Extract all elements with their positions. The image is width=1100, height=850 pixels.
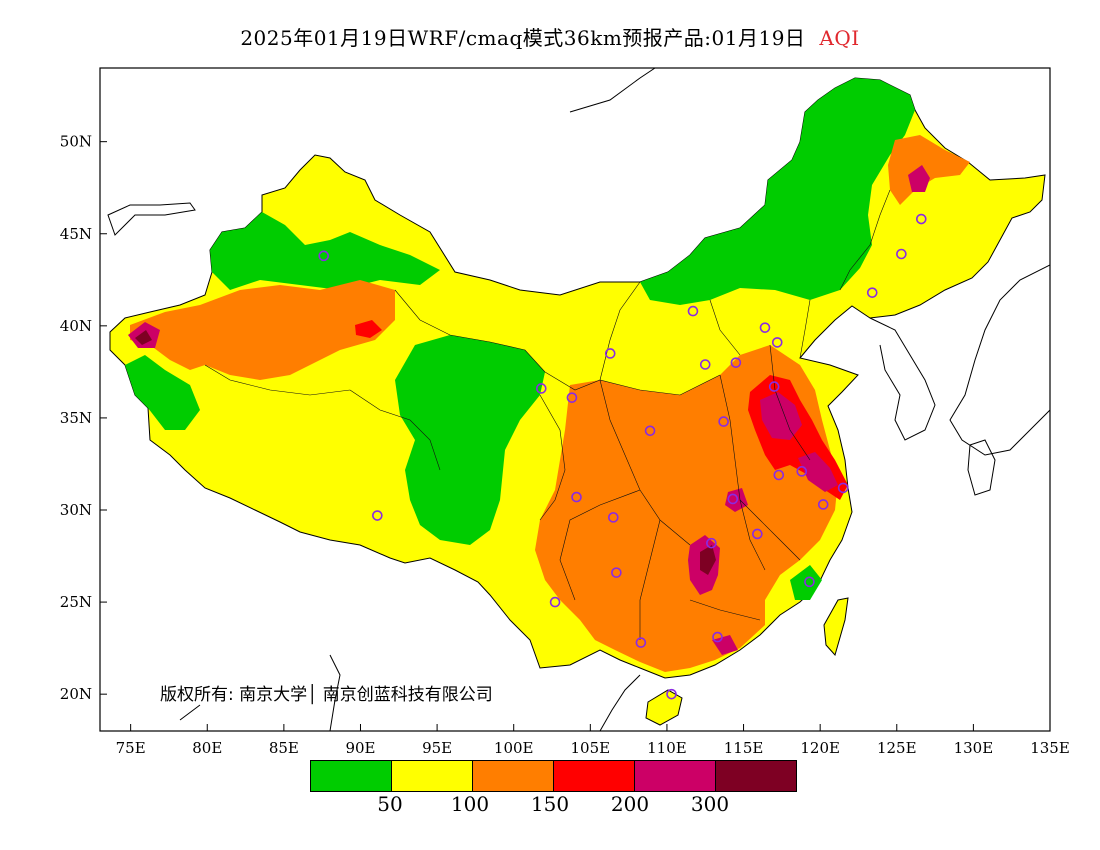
station-marker [666,688,677,700]
station-marker [773,469,785,481]
station-marker [718,416,729,427]
station-marker [896,248,907,260]
y-tick-label: 40N [60,317,92,335]
y-tick-label: 50N [60,133,92,151]
station-marker [804,576,815,588]
map-frame [99,67,1051,732]
station-marker [372,510,383,521]
x-tick-label: 115E [724,739,764,757]
x-tick-label: 135E [1030,739,1070,757]
station-marker [866,287,878,298]
korea-coast [869,317,936,441]
station-marker [817,499,829,510]
colorbar-swatch-50-100 [391,761,472,791]
x-tick-label: 85E [269,739,299,757]
y-tick-label: 30N [60,501,92,519]
station-marker [635,637,647,648]
hotspot-hunan-maroon [700,545,716,575]
region-fujian-green [790,565,822,600]
station-marker [768,381,780,392]
y-axis: 50N 45N 40N 35N 30N 25N 20N [60,133,107,703]
x-tick-label: 110E [647,739,687,757]
x-tick-label: 100E [494,739,534,757]
station-marker [687,305,699,317]
region-west-green [125,355,200,430]
x-tick-label: 90E [345,739,375,757]
region-northeast-green [640,78,915,305]
hotspot-jiangsu-purple [798,452,838,492]
province-boundaries [204,189,891,640]
region-northeast-orange [888,135,970,205]
colorbar-label: 300 [690,792,730,816]
station-marker [771,337,783,348]
x-tick-label: 95E [422,739,452,757]
title-variable: AQI [819,26,860,50]
station-marker [712,631,723,643]
hotspot-guangdong-purple [712,635,738,655]
lake-balkhash [107,202,196,236]
station-marker [611,567,622,578]
colorbar-label: 200 [610,792,650,816]
station-marker [759,322,771,333]
station-marker [752,528,763,540]
x-axis: 75E 80E 85E 90E 95E 100E 105E 110E 115E 120E 125E 1… [116,724,1070,757]
hotspot-xinjiang-red [355,320,382,338]
southeast-asia-coast [179,654,641,731]
station-marker [608,512,619,523]
hotspot-north-china-purple [760,392,802,440]
region-tibet-green [395,335,545,545]
y-tick-label: 25N [60,593,92,611]
station-marker [699,359,711,370]
station-marker [604,348,616,359]
colorbar-label: 150 [530,792,570,816]
station-marker [318,250,330,262]
x-tick-label: 105E [571,739,611,757]
colorbar-swatch-200-300 [634,761,715,791]
title-text: 2025年01月19日WRF/cmaq模式36km预报产品:01月19日 [240,26,806,50]
x-tick-label: 75E [116,739,146,757]
japan-coast [949,264,1050,456]
station-marker [796,466,808,477]
hotspot-kashgar-maroon [135,330,152,345]
colorbar-label: 50 [377,792,403,816]
station-marker [535,383,547,394]
colorbar-label: 100 [450,792,490,816]
map-body [107,68,1050,731]
station-marker [566,392,578,403]
colorbar-swatch->300 [715,761,796,791]
x-tick-label: 80E [192,739,222,757]
station-marker [915,213,927,225]
y-tick-label: 35N [60,409,92,427]
map-title: 2025年01月19日WRF/cmaq模式36km预报产品:01月19日 AQI [0,22,1100,51]
station-marker [644,425,656,437]
taiwan [823,597,849,657]
colorbar-swatch-0-50 [311,761,391,791]
aqi-colorbar [310,760,797,792]
y-tick-label: 20N [60,685,92,703]
station-marker [706,537,717,549]
station-marker [837,482,849,494]
region-xinjiang-orange [130,280,395,380]
station-markers [318,213,927,700]
x-tick-label: 120E [800,739,840,757]
x-tick-label: 125E [877,739,917,757]
japan-kyushu [967,439,996,496]
colorbar-swatch-150-200 [553,761,634,791]
sakhalin-coast [569,68,656,113]
copyright-text: 版权所有: 南京大学│ 南京创蓝科技有限公司 [160,685,493,705]
hotspot-northeast-purple [908,165,930,192]
station-marker [549,596,561,608]
station-marker [727,493,739,505]
y-tick-label: 45N [60,225,92,243]
colorbar-swatch-100-150 [472,761,553,791]
station-marker [571,491,582,503]
x-tick-label: 130E [954,739,994,757]
station-marker [730,357,742,368]
